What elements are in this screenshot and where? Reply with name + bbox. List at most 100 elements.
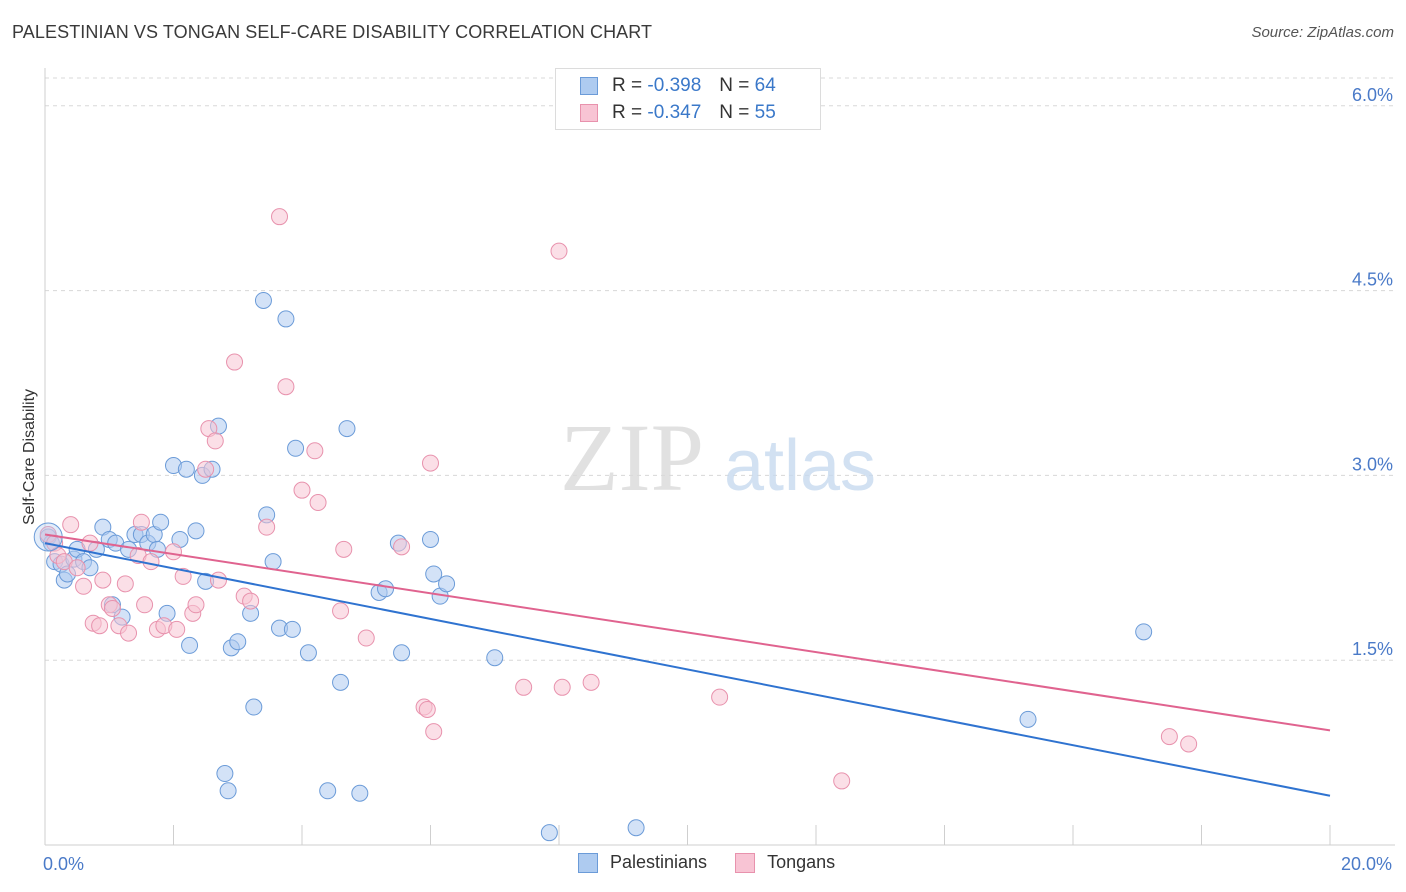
palestinians-point	[229, 633, 247, 651]
palestinians-point	[540, 824, 558, 842]
palestinians-point	[264, 553, 282, 571]
palestinians-point	[254, 291, 272, 309]
r-value: -0.347	[647, 102, 702, 123]
tongans-point	[142, 553, 160, 571]
tongans-point	[91, 617, 109, 635]
tongans-swatch	[735, 852, 756, 873]
palestinians-swatch	[580, 77, 598, 95]
tongans-point	[550, 242, 568, 260]
tongans-point	[277, 378, 295, 396]
legend-label: Tongans	[767, 852, 836, 872]
tongans-point	[75, 577, 93, 595]
palestinians-point	[245, 698, 263, 716]
tongans-point	[357, 629, 375, 647]
tongans-point	[335, 540, 353, 558]
correlation-legend: R = -0.398 N = 64 R = -0.347 N = 55	[555, 68, 821, 130]
tongans-point	[1160, 728, 1178, 746]
r-label: R =	[612, 102, 643, 123]
tongans-point	[226, 353, 244, 371]
palestinians-point	[152, 513, 170, 531]
tongans-point	[242, 592, 260, 610]
tongans-point	[168, 620, 186, 638]
tongans-point	[94, 571, 112, 589]
y-tick-label: 3.0%	[1352, 454, 1393, 474]
tongans-point	[103, 599, 121, 617]
palestinians-swatch	[578, 852, 598, 873]
palestinians-point	[219, 782, 237, 800]
tongans-point	[165, 543, 182, 561]
tongans-point	[209, 571, 227, 589]
tongans-point	[68, 559, 86, 577]
tongans-point	[206, 432, 224, 450]
watermark-atlas: atlas	[724, 426, 876, 506]
tongans-point	[309, 494, 327, 512]
tongans-point	[306, 442, 324, 460]
tongans-point	[711, 688, 729, 706]
palestinians-point	[287, 439, 305, 457]
source-label: Source: ZipAtlas.com	[1251, 24, 1394, 41]
palestinians-trend-line	[44, 542, 1331, 797]
r-label: R =	[612, 75, 643, 96]
tongans-point	[197, 460, 215, 478]
n-value: 55	[754, 102, 776, 123]
palestinians-point	[351, 784, 369, 802]
chart-title: PALESTINIAN VS TONGAN SELF-CARE DISABILI…	[12, 22, 653, 42]
palestinians-point	[438, 575, 456, 593]
palestinians-point	[187, 522, 205, 540]
tongans-point	[422, 454, 439, 472]
tongans-point	[132, 513, 150, 531]
legend-item-palestinians[interactable]: Palestinians	[578, 852, 707, 873]
tongans-point	[393, 538, 411, 556]
tongans-point	[62, 516, 80, 534]
palestinians-point	[283, 620, 301, 638]
tongans-swatch	[580, 104, 598, 122]
legend-row-palestinians: R = -0.398 N = 64	[580, 73, 776, 99]
n-value: 64	[754, 75, 776, 96]
tongans-point	[116, 575, 134, 593]
tongans-point	[120, 624, 138, 642]
r-value: -0.398	[647, 75, 702, 96]
palestinians-point	[338, 420, 356, 438]
legend-label: Palestinians	[610, 852, 708, 872]
tongans-point	[425, 723, 443, 741]
tongans-point	[418, 700, 436, 718]
tongans-point	[174, 567, 192, 585]
watermark-zip: ZIP	[560, 404, 704, 511]
palestinians-point	[216, 765, 234, 783]
tongans-point	[258, 518, 276, 536]
palestinians-point	[277, 310, 295, 328]
series-legend: Palestinians Tongans	[578, 852, 863, 873]
palestinians-point	[1019, 710, 1037, 728]
palestinians-point	[177, 460, 195, 478]
tongans-point	[187, 596, 205, 614]
tongans-point	[1180, 735, 1198, 753]
y-tick-label: 6.0%	[1352, 85, 1393, 105]
tongans-point	[515, 678, 533, 696]
x-tick-label: 20.0%	[1341, 854, 1392, 874]
tongans-point	[553, 678, 571, 696]
tongans-point	[582, 673, 600, 691]
tongans-point	[293, 481, 311, 499]
palestinians-point	[319, 782, 337, 800]
palestinians-point	[332, 673, 350, 691]
palestinians-point	[627, 819, 645, 837]
palestinians-point	[486, 649, 504, 667]
palestinians-point	[181, 636, 199, 654]
tongans-point	[271, 208, 289, 226]
palestinians-point	[422, 530, 439, 548]
palestinians-point	[377, 580, 395, 598]
n-label: N =	[719, 102, 750, 123]
legend-item-tongans[interactable]: Tongans	[735, 852, 835, 873]
palestinians-point	[1135, 623, 1153, 641]
tongans-trend-line	[44, 533, 1331, 732]
x-tick-label: 0.0%	[43, 854, 84, 874]
palestinians-point	[425, 565, 443, 583]
tongans-point	[833, 772, 851, 790]
tongans-point	[332, 602, 350, 620]
y-tick-label: 4.5%	[1352, 270, 1393, 290]
legend-row-tongans: R = -0.347 N = 55	[580, 100, 776, 126]
n-label: N =	[719, 75, 750, 96]
palestinians-point	[299, 644, 317, 662]
palestinians-point	[393, 644, 411, 662]
